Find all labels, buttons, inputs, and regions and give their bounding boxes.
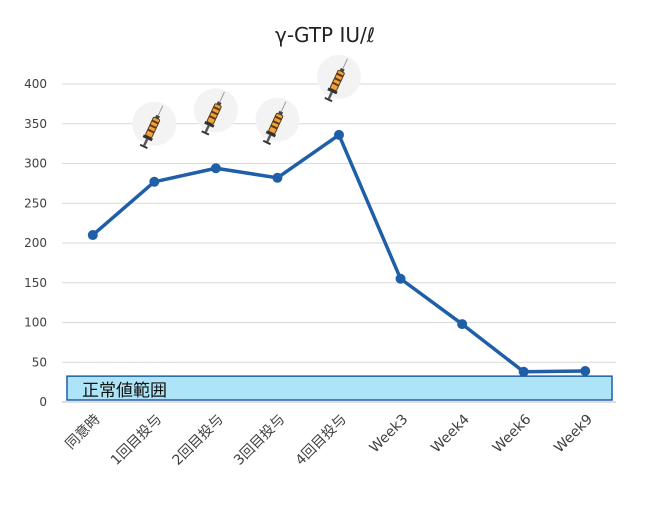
series-line-path [91, 133, 586, 374]
data-point [272, 172, 283, 183]
normal-range-label: 正常値範囲 [82, 381, 167, 401]
x-tick-label: 1回目投与 [108, 412, 165, 469]
series-line [87, 129, 591, 377]
normal-range-band: 正常値範囲 [66, 375, 613, 401]
injection-markers [132, 54, 361, 150]
data-point [87, 230, 98, 241]
y-tick-label: 300 [24, 157, 47, 171]
y-tick-label: 100 [24, 316, 47, 330]
x-tick-label: 同意時 [62, 411, 104, 453]
data-point [210, 163, 221, 174]
data-point [149, 176, 160, 187]
syringe-icon [132, 101, 177, 150]
y-tick-label: 350 [24, 117, 47, 131]
data-point [518, 366, 529, 377]
data-point [395, 273, 406, 284]
data-point [457, 319, 468, 330]
y-tick-label: 200 [24, 236, 47, 250]
y-tick-label: 250 [24, 196, 47, 210]
y-tick-label: 150 [24, 276, 47, 290]
x-tick-label: 3回目投与 [231, 412, 288, 469]
x-tick-label: 4回目投与 [293, 412, 350, 469]
data-point [580, 365, 591, 376]
chart-title: γ-GTP IU/ℓ [275, 23, 375, 47]
data-point [334, 129, 344, 140]
syringe-icon [193, 88, 238, 137]
y-tick-label: 400 [24, 77, 47, 91]
y-tick-label: 50 [32, 355, 47, 369]
x-tick-label: Week4 [428, 411, 473, 456]
x-axis-tick-labels: 同意時 1回目投与 2回目投与 3回目投与 4回目投与 Week3 Week4 Week6 We… [62, 411, 596, 469]
syringe-icon [317, 54, 361, 104]
y-tick-label: 0 [39, 395, 47, 409]
x-tick-label: 2回目投与 [169, 412, 226, 469]
x-tick-label: Week3 [367, 412, 412, 457]
y-axis-tick-labels: 0 50 100 150 200 250 300 350 400 [24, 77, 47, 409]
normal-range-rect [66, 375, 613, 401]
x-tick-label: Week6 [490, 411, 535, 456]
syringe-icon [255, 97, 300, 146]
x-tick-label: Week9 [551, 412, 596, 457]
